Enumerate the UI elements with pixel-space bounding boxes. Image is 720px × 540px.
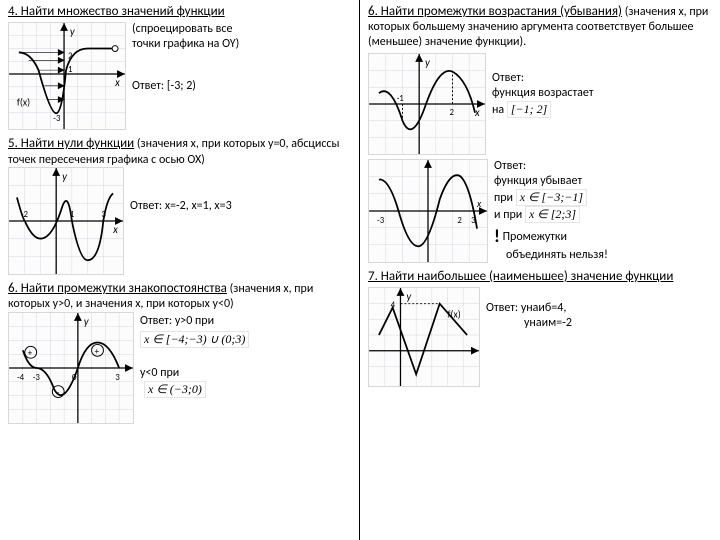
sec6a-f2: x ∈ (−3;0) xyxy=(144,381,206,398)
g2-l3: при xyxy=(494,191,513,205)
left-column: 4. Найти множество значений функции xyxy=(0,0,360,540)
svg-text:-4: -4 xyxy=(17,372,25,382)
g1-ans: Ответ: xyxy=(492,71,593,86)
svg-text:x: x xyxy=(476,198,482,210)
sec5-title: 5. Найти нули функции xyxy=(8,136,134,151)
g1-l3: на xyxy=(492,103,504,117)
g1-l2: функция возрастает xyxy=(492,86,593,101)
graph-7: y 4 f(x) xyxy=(368,287,480,387)
svg-text:f(x): f(x) xyxy=(17,97,30,109)
svg-text:2: 2 xyxy=(68,52,73,62)
g2-l2: функция убывает xyxy=(494,174,608,189)
svg-text:0: 0 xyxy=(72,372,77,382)
sec6a-title: 6. Найти промежутки знакопостоянства xyxy=(8,281,227,296)
g2-f1: x ∈ [−3;−1] xyxy=(516,189,587,206)
graph-6a: y + − + -4 -3 0 3 xyxy=(8,312,134,424)
svg-text:x: x xyxy=(114,76,120,89)
sec4-hint1: (спроецировать все xyxy=(132,22,239,36)
svg-text:-2: -2 xyxy=(21,210,29,220)
warn1: Промежутки xyxy=(500,230,567,244)
graph-4: y x 2 1 -3 f(x) xyxy=(8,22,126,130)
svg-text:4: 4 xyxy=(391,301,396,311)
svg-text:2: 2 xyxy=(450,108,455,118)
sec4-answer: Ответ: [-3; 2) xyxy=(132,79,239,94)
sec5-answer: Ответ: x=-2, x=1, x=3 xyxy=(130,199,232,214)
sec7-ans1: Ответ: yнаиб=4, xyxy=(486,301,572,316)
svg-text:f(x): f(x) xyxy=(448,309,461,321)
section-5: 5. Найти нули функции (значения x, при к… xyxy=(8,136,353,275)
section-7: 7. Найти наибольшее (наименьшее) значени… xyxy=(368,269,714,387)
sec7-title: 7. Найти наибольшее (наименьшее) значени… xyxy=(368,269,714,285)
sec4-hint2: точки графика на OY) xyxy=(132,37,239,51)
svg-text:x: x xyxy=(112,223,118,236)
svg-text:+: + xyxy=(95,347,100,357)
svg-text:+: + xyxy=(28,349,33,359)
sec4-title: 4. Найти множество значений функции xyxy=(8,4,353,20)
svg-text:1: 1 xyxy=(70,210,75,220)
svg-text:3: 3 xyxy=(471,216,476,226)
right-column: 6. Найти промежутки возрастания (убывани… xyxy=(360,0,720,540)
g2-f2: x ∈ [2;3] xyxy=(525,206,580,223)
section-4: 4. Найти множество значений функции xyxy=(8,4,353,130)
svg-text:-3: -3 xyxy=(33,372,41,382)
g2-l4: и при xyxy=(494,208,522,222)
sec6b-title: 6. Найти промежутки возрастания (убывани… xyxy=(368,4,622,19)
svg-text:-3: -3 xyxy=(377,216,385,226)
section-6a: 6. Найти промежутки знакопостоянства (зн… xyxy=(8,281,353,424)
svg-text:3: 3 xyxy=(101,210,106,220)
graph-5: y x -2 1 3 xyxy=(8,167,124,275)
sec6a-f1: x ∈ [−4;−3) ∪ (0;3) xyxy=(140,331,249,348)
graph-6b-2: -3 2 3 x xyxy=(368,159,488,263)
svg-text:-3: -3 xyxy=(53,114,61,124)
svg-text:−: − xyxy=(55,388,59,398)
sec6a-ans1: Ответ: y>0 при xyxy=(140,314,249,329)
svg-text:2: 2 xyxy=(457,216,462,226)
svg-text:-1: -1 xyxy=(397,94,405,104)
svg-text:1: 1 xyxy=(68,65,73,75)
sec7-ans2: yнаим=-2 xyxy=(524,316,572,331)
graph-6b-1: y x -1 2 xyxy=(368,53,486,155)
g2-ans: Ответ: xyxy=(494,159,608,174)
section-6b: 6. Найти промежутки возрастания (убывани… xyxy=(368,4,714,263)
warn2: объединять нельзя! xyxy=(506,248,608,263)
sec6a-ans2: y<0 при xyxy=(140,366,249,381)
svg-text:3: 3 xyxy=(115,372,120,382)
g1-f: [−1; 2] xyxy=(507,101,551,118)
